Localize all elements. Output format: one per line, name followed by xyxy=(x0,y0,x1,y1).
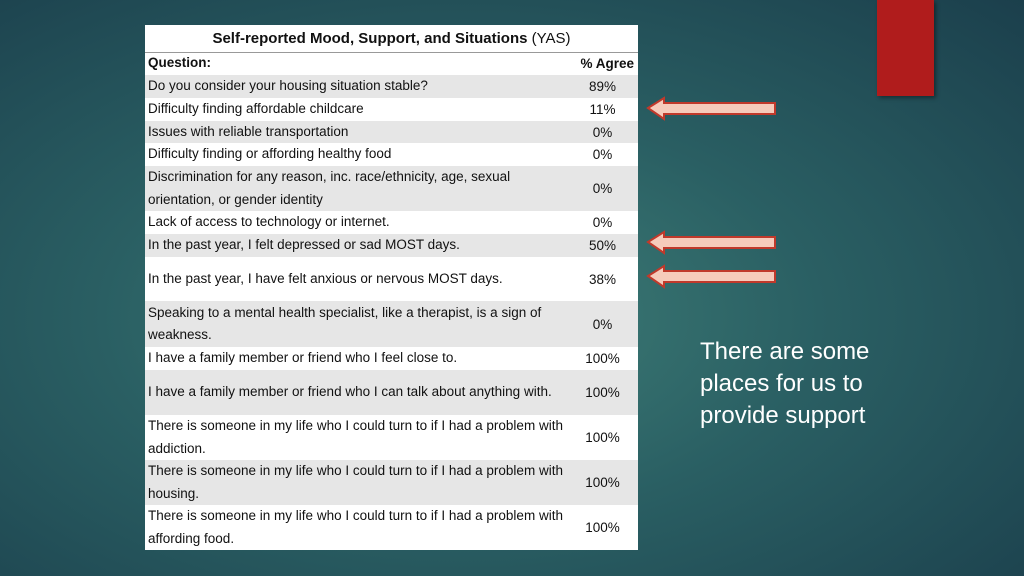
table-row: There is someone in my life who I could … xyxy=(145,505,638,550)
value-cell: 50% xyxy=(588,238,617,253)
value-cell: 0% xyxy=(592,124,613,140)
table-row: Issues with reliable transportation 0% xyxy=(145,121,638,143)
arrow xyxy=(646,264,776,289)
arrow xyxy=(646,230,776,255)
value-cell: 100% xyxy=(585,475,620,490)
question-cell: Difficulty finding or affording healthy … xyxy=(148,146,392,162)
question-cell: Lack of access to technology or internet… xyxy=(148,214,390,230)
table: Self-reported Mood, Support, and Situati… xyxy=(145,25,638,550)
question-cell: Do you consider your housing situation s… xyxy=(148,78,428,94)
title-suffix: (YAS) xyxy=(531,30,571,47)
table-row: There is someone in my life who I could … xyxy=(145,460,638,505)
table-row: Lack of access to technology or internet… xyxy=(145,211,638,234)
value-cell: 38% xyxy=(588,271,617,287)
table-row: Speaking to a mental health specialist, … xyxy=(145,301,638,347)
table-row: Question: % Agree xyxy=(145,52,638,75)
value-cell: 89% xyxy=(588,79,617,94)
value-cell: 0% xyxy=(592,147,613,162)
value-cell: 0% xyxy=(592,316,613,332)
table-row: There is someone in my life who I could … xyxy=(145,415,638,460)
value-cell: 100% xyxy=(585,520,620,535)
table-row: Do you consider your housing situation s… xyxy=(145,75,638,98)
question-cell: There is someone in my life who I could … xyxy=(148,463,563,501)
value-cell: 0% xyxy=(592,215,613,230)
question-cell: I have a family member or friend who I c… xyxy=(148,384,552,400)
arrow-group xyxy=(646,96,776,289)
value-cell: 100% xyxy=(585,430,620,445)
table-row: Difficulty finding affordable childcare 1… xyxy=(145,98,638,121)
value-cell: % Agree xyxy=(580,56,634,71)
question-cell: I have a family member or friend who I f… xyxy=(148,350,458,366)
callout-text: There are some places for us to provide … xyxy=(700,338,870,429)
question-cell: In the past year, I have felt anxious or… xyxy=(148,270,503,286)
value-cell: 11% xyxy=(589,102,616,117)
question-cell: Difficulty finding affordable childcare xyxy=(148,101,364,117)
table-row: I have a family member or friend who I f… xyxy=(145,347,638,370)
title-text: Self-reported Mood, Support, and Situati… xyxy=(212,30,528,47)
question-cell: Question: xyxy=(148,55,211,71)
accent-bar xyxy=(877,0,934,96)
question-cell: Speaking to a mental health specialist, … xyxy=(148,304,542,343)
question-cell: There is someone in my life who I could … xyxy=(148,508,563,546)
table-row: Difficulty finding or affording healthy … xyxy=(145,143,638,166)
value-cell: 100% xyxy=(585,385,620,400)
arrow xyxy=(646,96,776,121)
table-row: In the past year, I felt depressed or sa… xyxy=(145,234,638,257)
table-title: Self-reported Mood, Support, and Situati… xyxy=(145,25,638,53)
question-cell: In the past year, I felt depressed or sa… xyxy=(148,237,460,253)
value-cell: 100% xyxy=(585,351,620,366)
value-cell: 0% xyxy=(592,181,613,196)
table-row: I have a family member or friend who I c… xyxy=(145,370,638,415)
table-row: In the past year, I have felt anxious or… xyxy=(145,257,638,301)
question-cell: Discrimination for any reason, inc. race… xyxy=(148,169,511,207)
question-cell: Issues with reliable transportation xyxy=(148,123,349,139)
question-cell: There is someone in my life who I could … xyxy=(148,418,563,456)
table-row: Discrimination for any reason, inc. race… xyxy=(145,166,638,211)
